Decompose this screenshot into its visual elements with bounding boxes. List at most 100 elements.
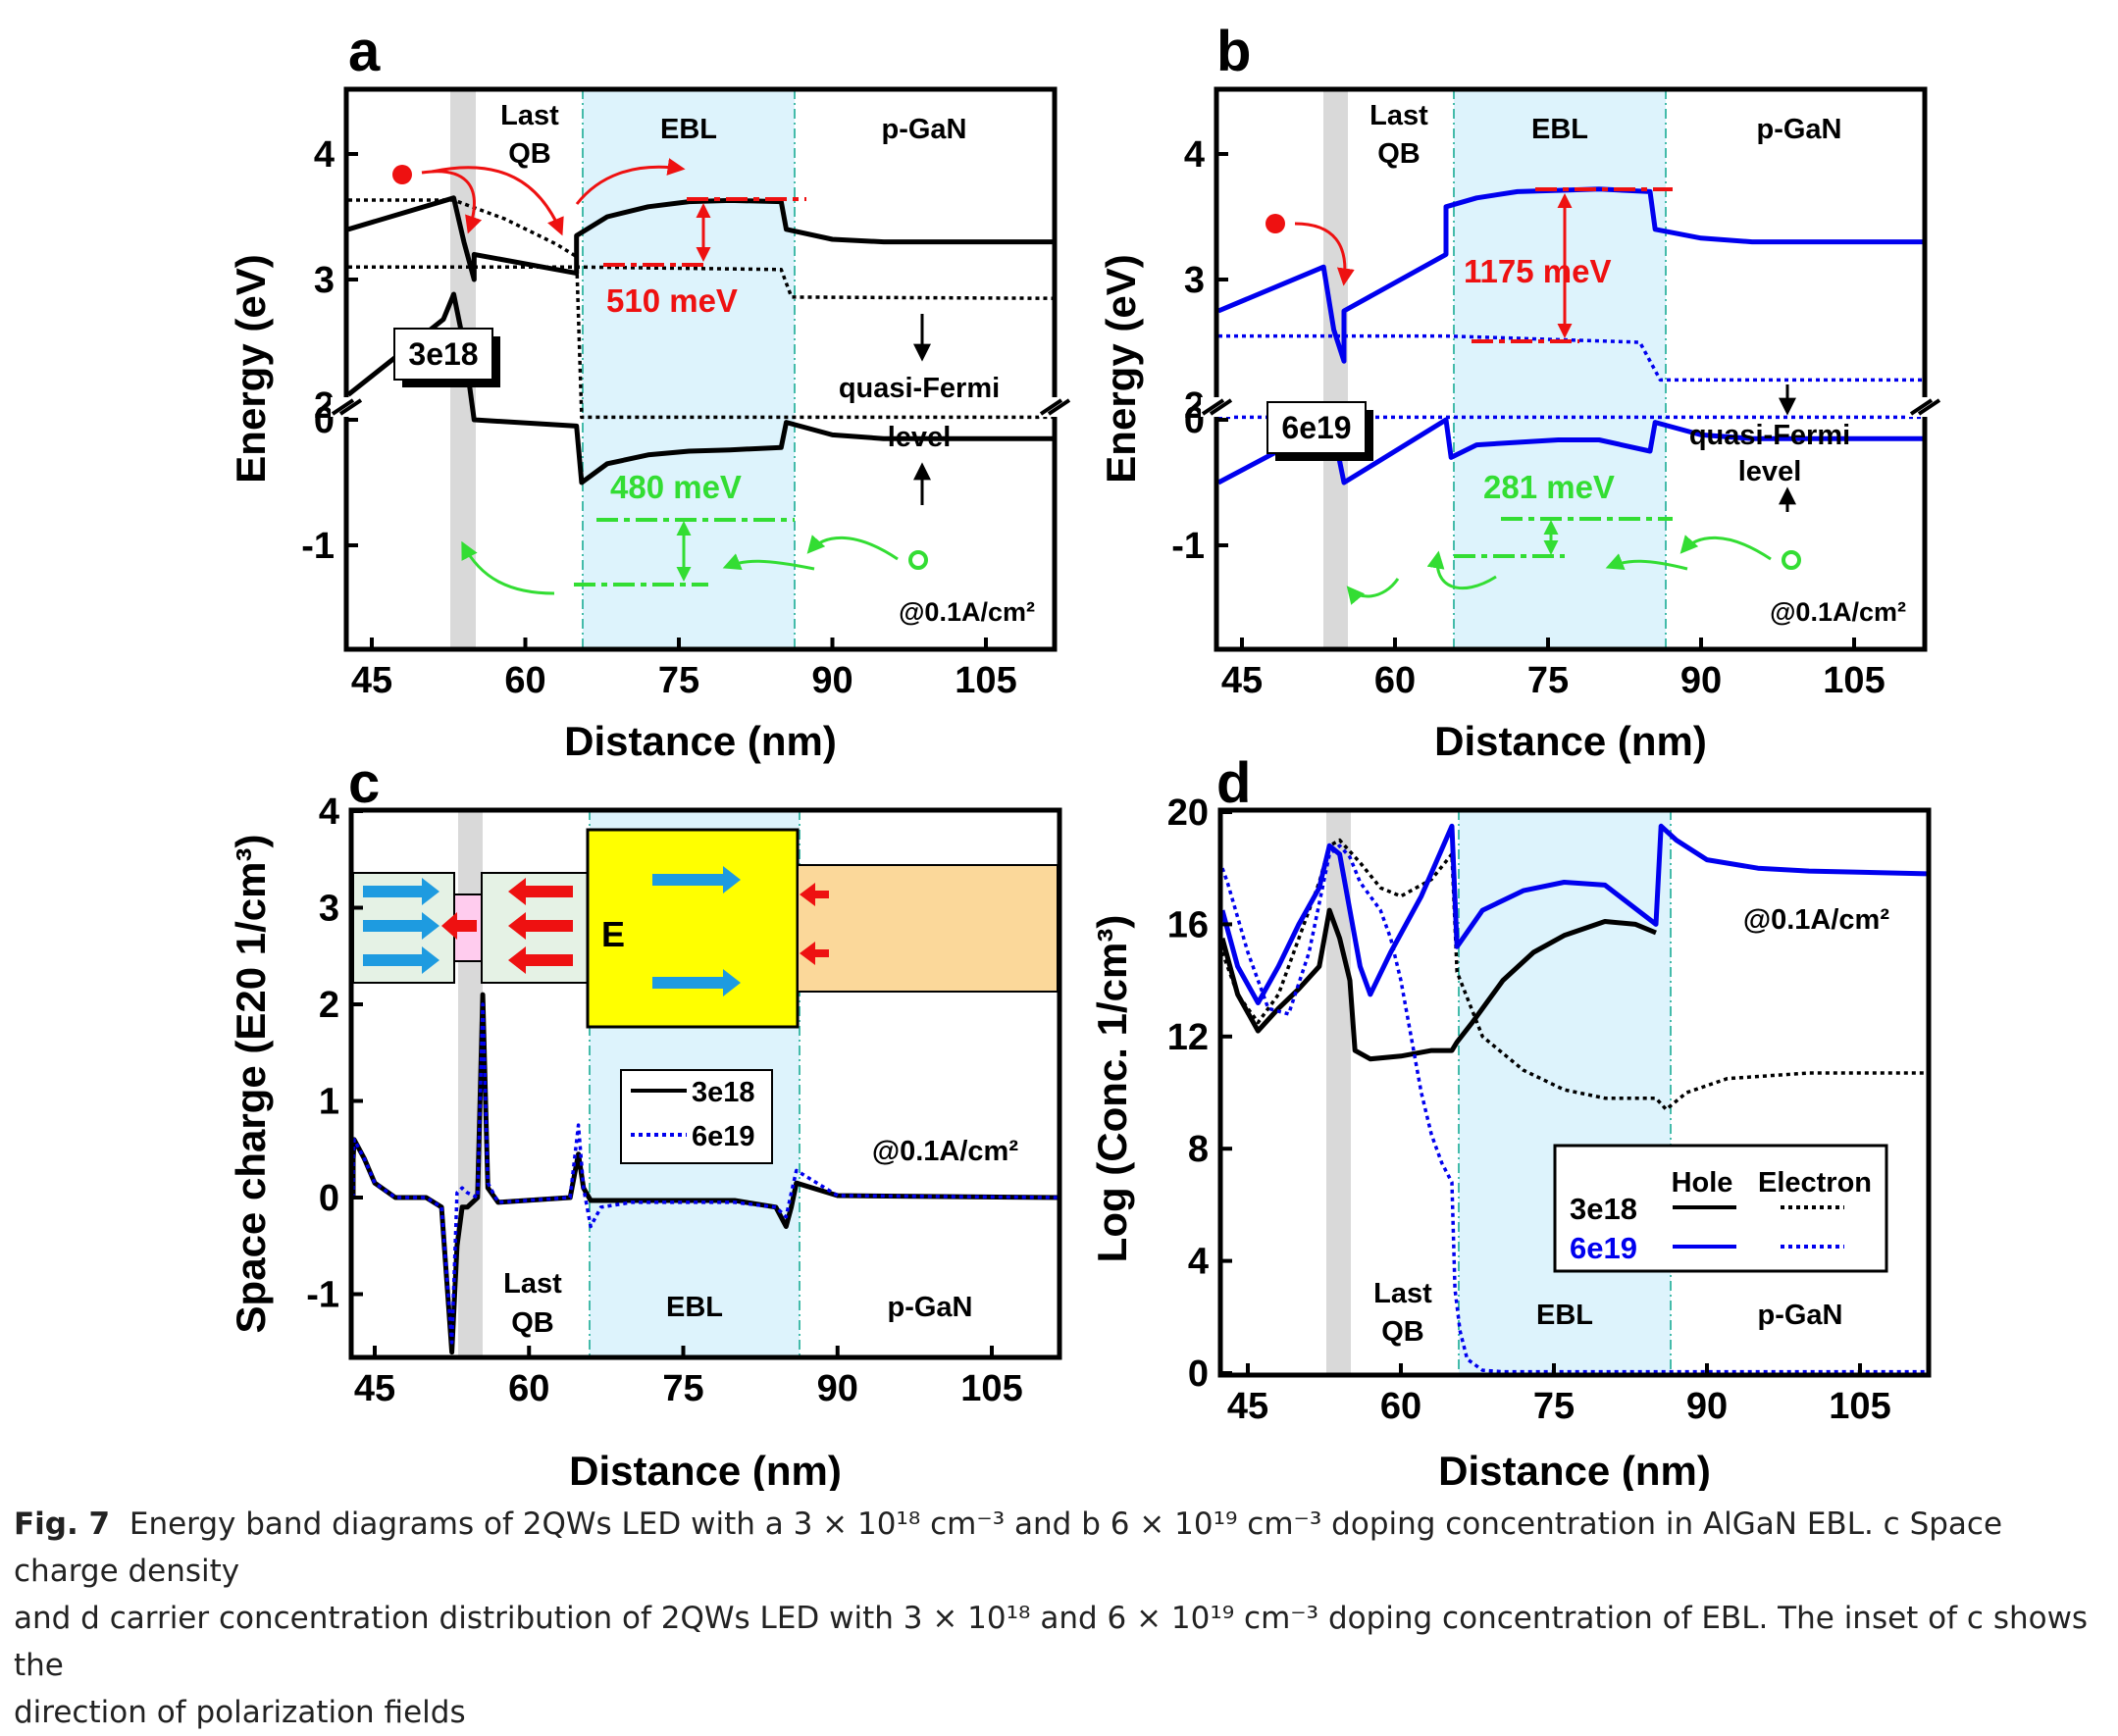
panel-letter-d: d [1216,751,1251,815]
x-tick-label: 75 [658,660,699,701]
label-pgan: p-GaN [888,1292,973,1323]
panel-letter-a: a [348,20,381,83]
x-tick-label: 45 [1227,1386,1268,1427]
panel-d: 45 60 75 90 105 0 4 8 12 16 20 Hole Electron 3e18 … [1089,751,1932,1491]
y-tick-label: 0 [1188,1353,1209,1395]
series-line-a-valence-band [346,291,1053,485]
panel-letter-c: c [348,751,380,815]
legend-c: 3e18 6e19 [620,1069,773,1164]
legend-row-6e19: 6e19 [1570,1231,1637,1265]
label-ebl: EBL [660,114,717,145]
barrier-label-e-a: 510 meV [606,282,738,319]
label-pgan: p-GaN [1757,114,1842,145]
series-line-a-electron-quasi-fermi [348,265,1054,300]
current-label-c: @0.1A/cm² [872,1136,1019,1167]
caption-line-2: and d carrier concentration distribution… [14,1601,2089,1683]
x-tick-label: 105 [955,660,1016,701]
doping-label-box [1266,401,1367,454]
legend-row-3e18: 3e18 [1570,1192,1637,1226]
label-last: Last [500,100,559,131]
fermi-label-line2: level [888,422,952,453]
fermi-label-line2: level [1738,456,1802,487]
doping-label-b: 6e19 [1281,410,1351,445]
barrier-label-h-b: 281 meV [1483,469,1615,505]
legend-d: Hole Electron 3e18 6e19 [1553,1144,1888,1273]
series-line-d-6e19-hole [1219,823,1928,1005]
hole-dot [1782,550,1801,570]
label-qb: QB [1381,1316,1424,1348]
y-tick-label: 4 [319,791,339,833]
inset-field-label: E [601,914,625,954]
carrier-arrows-a [392,158,928,595]
x-tick-label: 60 [1374,660,1416,701]
plot-d-frame [1217,807,1932,1378]
label-last: Last [1369,100,1428,131]
y-tick-label: 2 [1184,385,1205,427]
label-last: Last [503,1268,562,1300]
polarization-inset: E [352,828,1059,1029]
y-tick-label: 8 [1188,1129,1209,1170]
carrier-arrows-b [1266,187,1801,605]
plot-a-curves [346,195,1054,485]
y-tick-label: 12 [1167,1017,1209,1058]
figure-7: 45 60 75 90 105 -1 0 2 3 4 a Last QB EBL p-GaN 3e… [228,20,1941,1491]
electron-dot [1266,214,1285,233]
last-qb-band [1323,89,1348,649]
barrier-label-e-b: 1175 meV [1464,253,1611,289]
plot-d-ticks: 45 60 75 90 105 0 4 8 12 16 20 [1167,792,1891,1427]
axis-break-b [1201,397,1941,417]
caption-line-1: Fig. 7 Energy band diagrams of 2QWs LED … [14,1501,2103,1595]
ylabel-c: Space charge (E20 1/cm³) [228,835,274,1334]
x-tick-label: 45 [1221,660,1263,701]
y-tick-label: 3 [314,260,335,301]
inset-pgan-block [797,864,1059,993]
label-ebl: EBL [666,1292,723,1323]
ylabel-a: Energy (eV) [228,254,274,483]
plot-c-frame [348,807,1062,1360]
legend-header-hole: Hole [1672,1167,1733,1199]
current-label-b: @0.1A/cm² [1770,597,1906,627]
y-tick-label: -1 [1171,526,1205,567]
fermi-label-line1: quasi-Fermi [1689,420,1850,451]
y-tick-label: -1 [306,1275,339,1316]
series-line-a-conduction-band [347,195,1053,282]
x-tick-label: 90 [1686,1386,1728,1427]
x-tick-label: 45 [354,1368,395,1409]
x-tick-label: 90 [817,1368,858,1409]
fermi-label-line1: quasi-Fermi [839,373,1000,404]
label-ebl: EBL [1536,1300,1593,1331]
legend-label-3e18: 3e18 [692,1077,755,1108]
y-tick-label: 2 [319,985,339,1026]
y-tick-label: 3 [1184,260,1205,301]
y-tick-label: 4 [1184,134,1205,176]
panel-b: 45 60 75 90 105 -1 02 3 4 b Last QB EBL p-GaN 6e… [1098,20,1941,764]
label-last: Last [1373,1278,1432,1309]
y-tick-label: 0 [314,400,335,441]
ebl-region [1459,810,1671,1375]
label-ebl: EBL [1531,114,1588,145]
y-tick-label: 3 [319,889,339,930]
x-tick-label: 60 [504,660,545,701]
series-line-b-conduction-band [1217,186,1923,364]
x-tick-label: 105 [960,1368,1022,1409]
axis-break-a [331,397,1071,417]
electron-dot [392,165,412,184]
x-tick-label: 75 [1527,660,1569,701]
x-tick-label: 105 [1829,1386,1890,1427]
label-pgan: p-GaN [1758,1300,1843,1331]
barrier-label-h-a: 480 meV [610,469,742,505]
plot-d-curves [1219,823,1928,1374]
ebl-region [1454,89,1666,649]
y-tick-label: 0 [319,1178,339,1219]
legend-label-6e19: 6e19 [692,1121,755,1152]
label-qb: QB [508,138,551,170]
legend-box [620,1069,773,1164]
plot-c-curves [350,992,1059,1355]
plot-a-frame [343,86,1058,652]
figure-caption: Fig. 7 Energy band diagrams of 2QWs LED … [14,1501,2103,1736]
caption-text-1: Energy band diagrams of 2QWs LED with a … [14,1506,2003,1589]
caption-fig-number: Fig. 7 [14,1506,111,1542]
series-line-a-hole-quasi-fermi [348,198,1053,420]
inset-red-arrows [441,878,829,974]
doping-label-box [393,328,493,381]
